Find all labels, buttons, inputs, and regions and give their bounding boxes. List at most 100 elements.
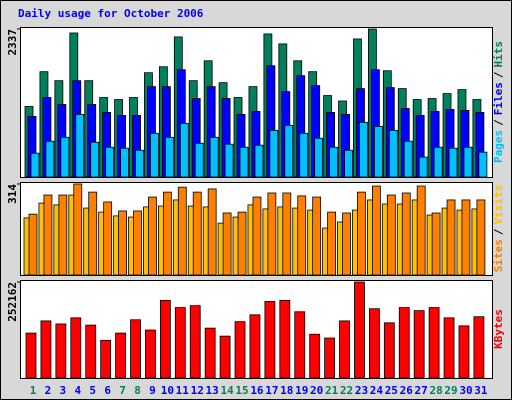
bar [133, 210, 142, 276]
bar [448, 147, 458, 178]
x-tick-label: 23 [355, 384, 368, 397]
bar [371, 185, 381, 276]
bar [252, 196, 262, 276]
bar [357, 191, 366, 276]
x-tick-label: 24 [370, 384, 384, 397]
legend-entry: Hits [492, 41, 505, 68]
bar [30, 152, 40, 178]
bar [45, 140, 55, 178]
x-tick-label: 7 [119, 384, 126, 397]
bar [324, 337, 336, 379]
bar [339, 320, 350, 379]
x-tick-label: 1 [30, 384, 37, 397]
bar [25, 332, 37, 379]
bar [219, 335, 231, 379]
bar [162, 191, 172, 276]
bar [403, 140, 413, 178]
bar [329, 146, 339, 178]
bar [103, 201, 113, 276]
bar [88, 191, 98, 276]
legend-entry: Sites [492, 239, 505, 272]
bar [130, 319, 141, 379]
bar [224, 143, 234, 178]
chart-title: Daily usage for October 2006 [18, 7, 204, 20]
bar [473, 316, 485, 379]
bar [194, 142, 204, 178]
bar [461, 199, 471, 276]
bar [428, 307, 440, 379]
x-tick-label: 18 [280, 384, 293, 397]
bar [28, 213, 38, 276]
bar [294, 311, 306, 379]
bar [177, 186, 187, 276]
bar [284, 124, 294, 178]
bar [234, 321, 246, 379]
legend: Sites / Visits [492, 185, 505, 273]
bar [135, 149, 144, 178]
bar [386, 194, 396, 276]
x-tick-label: 14 [220, 384, 234, 397]
legend-entry: Pages [492, 130, 505, 163]
x-tick-label: 21 [325, 384, 339, 397]
bar [75, 114, 85, 178]
bar [282, 192, 292, 276]
x-tick-label: 25 [385, 384, 398, 397]
bar [43, 194, 53, 276]
bar [70, 317, 82, 379]
x-tick-label: 6 [104, 384, 111, 397]
x-tick-label: 3 [60, 384, 67, 397]
legend-entry: Visits [492, 185, 505, 225]
legend-entry: Files [492, 82, 505, 115]
bar [204, 327, 216, 379]
bar [179, 122, 189, 178]
bar [189, 305, 201, 379]
bar [388, 129, 398, 178]
x-tick-label: 30 [459, 384, 472, 397]
legend: KBytes [492, 309, 505, 349]
bar [401, 192, 411, 276]
bar [120, 147, 129, 178]
bar [159, 299, 171, 379]
bar [344, 149, 353, 178]
legend-separator: / [492, 71, 505, 78]
bar [85, 324, 97, 379]
bar [297, 195, 307, 276]
legend-separator: / [492, 119, 505, 126]
x-tick-label: 19 [295, 384, 308, 397]
legend-separator: / [492, 228, 505, 235]
bar [100, 339, 112, 379]
x-tick-label: 15 [235, 384, 248, 397]
bar [150, 132, 159, 178]
x-tick-label: 2 [45, 384, 52, 397]
bar [431, 212, 441, 276]
bar [269, 129, 279, 178]
bar [222, 212, 232, 276]
bar [207, 188, 217, 276]
bar [58, 194, 68, 276]
bar [368, 308, 380, 379]
bar [413, 310, 425, 379]
bar [458, 325, 470, 379]
x-tick-label: 27 [415, 384, 428, 397]
bar [267, 192, 277, 276]
x-tick-label: 9 [149, 384, 156, 397]
bar [264, 301, 276, 379]
bar [342, 212, 351, 276]
bar [433, 146, 443, 178]
x-tick-label: 28 [429, 384, 442, 397]
x-tick-label: 8 [134, 384, 141, 397]
x-tick-label: 4 [74, 384, 81, 397]
x-tick-label: 31 [474, 384, 488, 397]
y-tick-label: 314 [6, 184, 19, 204]
bar [443, 317, 455, 379]
x-tick-label: 17 [265, 384, 278, 397]
bar [105, 146, 115, 178]
bar [478, 151, 488, 178]
bar [237, 211, 247, 276]
bar [192, 191, 202, 276]
bar [115, 332, 126, 379]
bar [383, 322, 395, 379]
bar [312, 196, 322, 276]
bar [279, 299, 291, 379]
bar [73, 183, 83, 276]
